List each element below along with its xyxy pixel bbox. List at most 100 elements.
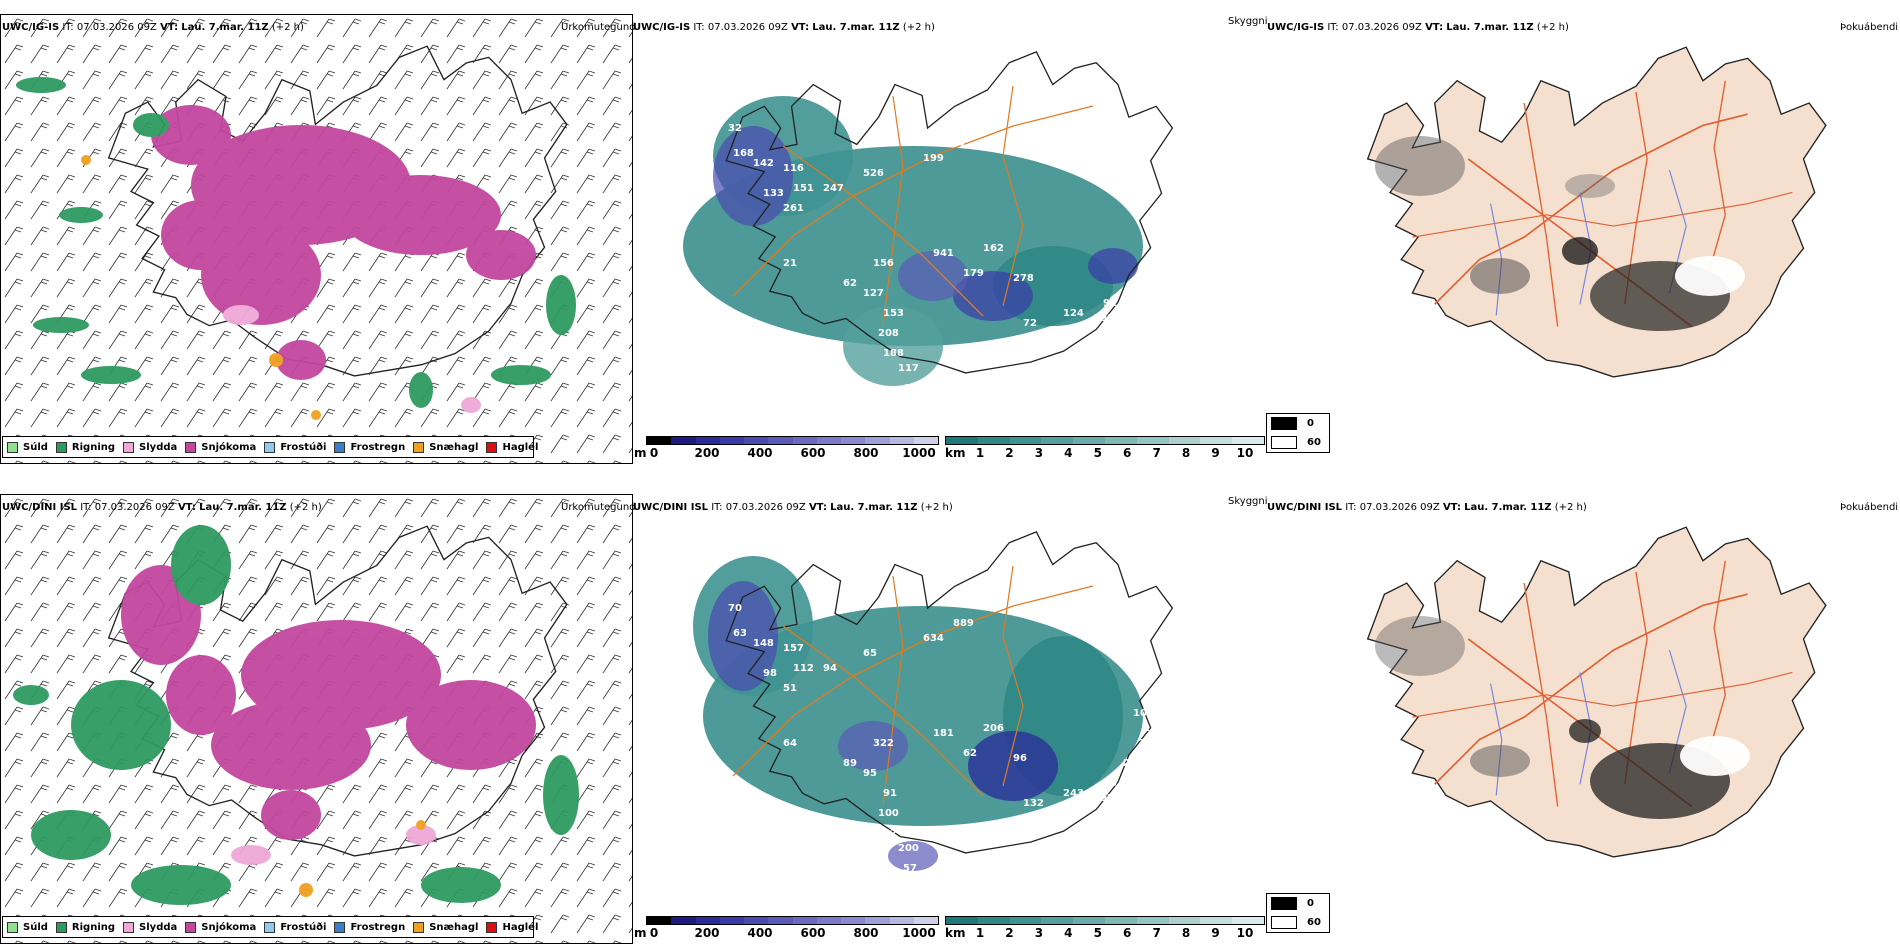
precip-title-2: Úrkomutegund <box>561 502 636 513</box>
colorbar-segment <box>1073 917 1105 924</box>
colorbar-segment <box>841 437 866 444</box>
colorbar-segment <box>671 437 696 444</box>
fog-index-map-2[interactable] <box>1300 516 1860 906</box>
ceiling-value-label: 112 <box>793 663 814 674</box>
colorbar-segment <box>816 437 841 444</box>
colorbar-tick: 1000 <box>902 446 936 460</box>
colorbar-segment <box>1009 437 1042 444</box>
colorbar-segment <box>768 437 793 444</box>
ceiling-value-label: 206 <box>983 723 1004 734</box>
ceiling-value-label: 65 <box>863 648 877 659</box>
colorbar-segment <box>1168 437 1201 444</box>
swatch <box>334 921 346 933</box>
ceiling-value-label: 142 <box>753 158 774 169</box>
swatch <box>123 921 135 933</box>
swatch <box>55 441 67 453</box>
ceiling-value-label: 941 <box>933 248 954 259</box>
colorbar-segment <box>1073 437 1105 444</box>
ceiling-visibility-map-1[interactable]: 32 168 142 116 151 133 261 247 526 199 82 156 941 179… <box>633 36 1263 431</box>
ceiling-value-label: 64 <box>783 738 797 749</box>
colorbar-tick: 7 <box>1152 926 1161 940</box>
ceiling-value-label: 202 <box>1093 793 1114 804</box>
colorbar-segment <box>744 437 769 444</box>
colorbar-segment <box>946 917 978 924</box>
precip-type-map-2[interactable] <box>0 494 633 944</box>
colorbar-segment <box>946 437 978 444</box>
colorbar-tick: 10 <box>1236 926 1254 940</box>
ceiling-value-label: 72 <box>1023 318 1037 329</box>
colorbar-segment <box>913 437 938 444</box>
ceiling-visibility-map-2[interactable]: 70 63 148 157 112 98 51 94 65 634 889 322 181 62 206 96… <box>633 516 1263 911</box>
colorbar-tick: 6 <box>1123 926 1132 940</box>
colorbar-unit: km <box>945 446 966 460</box>
precip-type-map-1[interactable] <box>0 14 633 464</box>
colorbar-segment <box>913 917 938 924</box>
ceiling-value-label: 92 <box>923 868 937 879</box>
fog-index-map-1[interactable] <box>1300 36 1860 426</box>
ceiling-value-label: 94 <box>823 663 837 674</box>
init-time: IT: 07.03.2026 09Z <box>1345 502 1440 513</box>
colorbar-tick: 8 <box>1181 446 1191 460</box>
ceiling-value-label: 72 <box>923 388 937 399</box>
ceiling-value-label: 243 <box>1063 788 1084 799</box>
ceiling-value-label: 133 <box>763 188 784 199</box>
fog-header-1: UWC/IG-IS IT: 07.03.2026 09Z VT: Lau. 7.… <box>1267 22 1569 33</box>
lead-offset: (+2 h) <box>271 22 304 33</box>
model-name: UWC/IG-IS <box>633 22 691 33</box>
colorbar-segment <box>1200 917 1233 924</box>
ceiling-value-label: 100 <box>1153 263 1174 274</box>
valid-time: Lau. 7.mar. 11Z <box>830 502 918 513</box>
ceiling-value-label: 51 <box>783 683 797 694</box>
colorbar-segment <box>792 437 817 444</box>
ceiling-value-label: 181 <box>933 728 954 739</box>
ceiling-value-label: 98 <box>763 668 777 679</box>
swatch <box>264 921 276 933</box>
row-1: UWC/IG-IS IT: 07.03.2026 09Z VT: Lau. 7.… <box>0 14 1899 464</box>
colorbar-segment <box>792 917 817 924</box>
model-name: UWC/DINI ISL <box>633 502 709 513</box>
ceiling-value-label: 278 <box>1013 273 1034 284</box>
ceiling-value-label: 162 <box>983 243 1004 254</box>
legend-item-rigning: Rigning <box>55 921 115 933</box>
colorbar-tick: 200 <box>694 446 720 460</box>
colorbar-segment <box>647 437 672 444</box>
legend-item-sueld: Súld <box>7 921 48 933</box>
fog-swatch-60 <box>1271 436 1297 449</box>
valid-time-label: VT: <box>1442 502 1461 513</box>
colorbar-unit: m <box>634 926 647 940</box>
ceiling-value-label: 62 <box>963 748 977 759</box>
fog-title-1: Þokuábendi <box>1840 22 1899 33</box>
ceiling-value-label: 200 <box>813 858 834 869</box>
colorbar-segment <box>816 917 841 924</box>
ceiling-value-label: 63 <box>733 628 747 639</box>
swatch <box>413 441 425 453</box>
init-time: IT: 07.03.2026 09Z <box>711 502 806 513</box>
valid-time: Lau. 7.mar. 11Z <box>1446 22 1534 33</box>
colorbar-segment <box>889 917 914 924</box>
legend-item-frostudi: Frostúði <box>264 921 326 933</box>
colorbar-tick: 9 <box>1211 446 1220 460</box>
ceiling-value-label: 99 <box>1033 828 1047 839</box>
lead-offset: (+2 h) <box>920 502 953 513</box>
legend-item-haglel: Haglél <box>486 441 538 453</box>
ceiling-value-label: 151 <box>793 183 814 194</box>
ceiling-value-label: 96 <box>1013 753 1027 764</box>
colorbar-tick: 10 <box>1236 446 1254 460</box>
colorbar-tick: 4 <box>1064 926 1073 940</box>
fog-swatch-60 <box>1271 916 1297 929</box>
ceiling-value-label: 65 <box>903 383 917 394</box>
visibility-colorbar-2: km 1 2 3 4 5 6 7 8 9 10 <box>945 916 1265 942</box>
colorbar-segment <box>1041 917 1074 924</box>
model-name: UWC/IG-IS <box>1267 22 1325 33</box>
legend-item-frostudi: Frostúði <box>264 441 326 453</box>
precip-legend-1: Súld Rigning Slydda Snjókoma Frostúði Fr… <box>2 436 538 458</box>
colorbar-tick: 800 <box>853 446 879 460</box>
colorbar-tick: 600 <box>800 446 826 460</box>
colorbar-segment <box>1200 437 1233 444</box>
swatch <box>486 441 498 453</box>
fog-legend-2: 0 60 <box>1266 893 1330 933</box>
colorbar-segment <box>977 917 1010 924</box>
ceiling-value-label: 32 <box>728 123 742 134</box>
ceiling-value-label: 127 <box>863 288 884 299</box>
valid-time: Lau. 7.mar. 11Z <box>199 502 287 513</box>
